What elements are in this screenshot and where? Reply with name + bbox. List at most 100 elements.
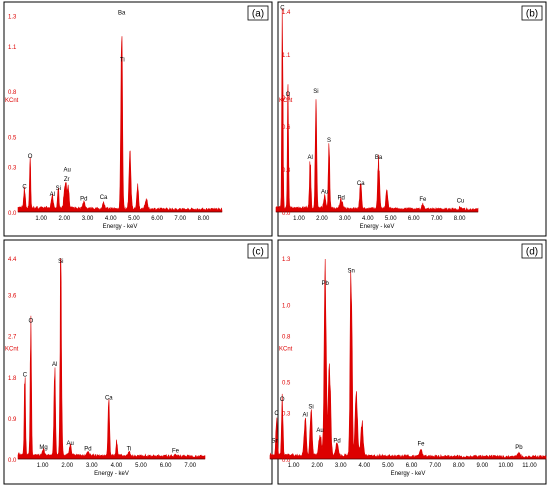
- peak-label: C: [22, 184, 27, 190]
- y-tick-label: 0.5: [282, 381, 291, 387]
- y-tick-label: 0.0: [8, 211, 17, 217]
- peak-label: Ti: [127, 446, 132, 452]
- x-tick-label: 9.00: [476, 463, 488, 469]
- peak-label: Sn: [347, 269, 354, 275]
- x-tick-label: 5.00: [385, 216, 397, 222]
- panel-label: (b): [526, 9, 538, 20]
- y-tick-label: 0.0: [282, 458, 291, 464]
- y-tick-label: 0.8: [282, 334, 291, 340]
- x-tick-label: 2.00: [59, 216, 71, 222]
- peak-label: C: [274, 411, 279, 417]
- panel-label: (c): [252, 247, 264, 258]
- panel-border: [3, 239, 273, 485]
- peak-label: Fe: [417, 442, 425, 448]
- peak-label: O: [280, 397, 285, 403]
- peak-label: Al: [50, 192, 55, 198]
- peak-label: C: [23, 372, 28, 378]
- spectrum-trace: [17, 36, 223, 213]
- x-tick-label: 5.00: [135, 463, 147, 469]
- x-tick-label: 2.00: [61, 463, 73, 469]
- x-tick-label: 10.00: [498, 463, 514, 469]
- peak-label: Pb: [322, 281, 330, 287]
- peak-label: Si: [313, 89, 318, 95]
- spectrum-trace: [269, 258, 547, 460]
- peak-label: Al: [302, 412, 307, 418]
- panel-border: [3, 1, 273, 237]
- y-tick-label: 1.4: [282, 10, 291, 16]
- peak-label: Ca: [100, 195, 108, 201]
- peak-label: O: [28, 319, 33, 325]
- peak-label: Au: [316, 428, 323, 434]
- y-tick-label: 0.6: [282, 125, 291, 131]
- x-tick-label: 3.00: [82, 216, 94, 222]
- peak-label: Al: [308, 155, 313, 161]
- peak-label: Si: [56, 186, 61, 192]
- x-tick-label: 6.00: [406, 463, 418, 469]
- x-tick-label: 8.00: [198, 216, 210, 222]
- x-tick-label: 2.00: [316, 216, 328, 222]
- x-tick-label: 4.00: [105, 216, 117, 222]
- x-tick-label: 8.00: [454, 216, 466, 222]
- spectrum-panel: 0.0 0.3 0.5 0.8 1.0 1.3 KCnt 1.00 2.00 3.00 4.00 5.…: [269, 239, 547, 485]
- y-tick-label: 1.1: [282, 53, 291, 59]
- peak-label: Si: [58, 259, 63, 265]
- y-axis-label: KCnt: [5, 347, 19, 353]
- peak-label: Ba: [118, 11, 126, 17]
- x-tick-label: 8.00: [453, 463, 465, 469]
- x-tick-label: 7.00: [429, 463, 441, 469]
- spectrum-trace: [275, 8, 479, 213]
- panel-label: (a): [252, 9, 264, 20]
- x-tick-label: 1.00: [288, 463, 300, 469]
- peak-label: S: [327, 138, 331, 144]
- x-axis-label: Energy - keV: [391, 471, 426, 477]
- x-axis-label: Energy - keV: [94, 471, 129, 477]
- peak-label: Si: [308, 405, 313, 411]
- y-tick-label: 1.3: [8, 15, 17, 21]
- panel-label-box: [521, 5, 543, 21]
- peak-label: Ca: [357, 181, 365, 187]
- peak-label: Au: [66, 441, 73, 447]
- x-tick-label: 5.00: [382, 463, 394, 469]
- x-tick-label: 3.00: [335, 463, 347, 469]
- x-tick-label: 7.00: [431, 216, 443, 222]
- x-tick-label: 1.00: [293, 216, 305, 222]
- x-tick-label: 3.00: [339, 216, 351, 222]
- x-tick-label: 5.00: [128, 216, 140, 222]
- x-tick-label: 6.00: [160, 463, 172, 469]
- y-tick-label: 3.6: [8, 294, 17, 300]
- peak-label: O: [28, 154, 33, 160]
- peak-label: Au: [321, 190, 328, 196]
- y-tick-label: 1.3: [282, 257, 291, 263]
- panel-border: [277, 239, 547, 485]
- peak-label: Pd: [333, 439, 340, 445]
- x-tick-label: 1.00: [37, 463, 49, 469]
- y-axis-label: KCnt: [279, 98, 293, 104]
- y-axis-label: KCnt: [279, 347, 293, 353]
- y-tick-label: 0.3: [282, 412, 291, 418]
- peak-label: O: [286, 92, 291, 98]
- peak-label: Ti: [120, 57, 125, 63]
- peak-label: Pb: [515, 445, 523, 451]
- x-tick-label: 7.00: [174, 216, 186, 222]
- y-tick-label: 0.8: [282, 96, 291, 102]
- panel-border: [277, 1, 547, 237]
- peak-label: Mg: [39, 445, 47, 451]
- y-tick-label: 1.0: [282, 303, 291, 309]
- peak-label: Zr: [64, 177, 70, 183]
- y-tick-label: 0.0: [8, 458, 17, 464]
- x-tick-label: 6.00: [408, 216, 420, 222]
- peak-label: Al: [52, 362, 57, 368]
- y-tick-label: 1.1: [8, 45, 17, 51]
- y-tick-label: 0.9: [8, 417, 17, 423]
- peak-label: Pd: [84, 446, 91, 452]
- spectrum-panel: 0.0 0.9 1.8 2.7 3.6 4.4 KCnt 1.00 2.00 3.00 4.00 5.…: [3, 239, 273, 485]
- spectrum-panel: 0.0 0.3 0.5 0.8 1.1 1.3 KCnt 1.00 2.00 3.00 4.00 5.…: [3, 1, 273, 237]
- spectrum-trace: [17, 257, 206, 460]
- y-tick-label: 0.3: [282, 168, 291, 174]
- y-tick-label: 0.0: [282, 211, 291, 217]
- x-tick-label: 4.00: [362, 216, 374, 222]
- y-axis-label: KCnt: [5, 98, 19, 104]
- peak-label: Ba: [375, 155, 383, 161]
